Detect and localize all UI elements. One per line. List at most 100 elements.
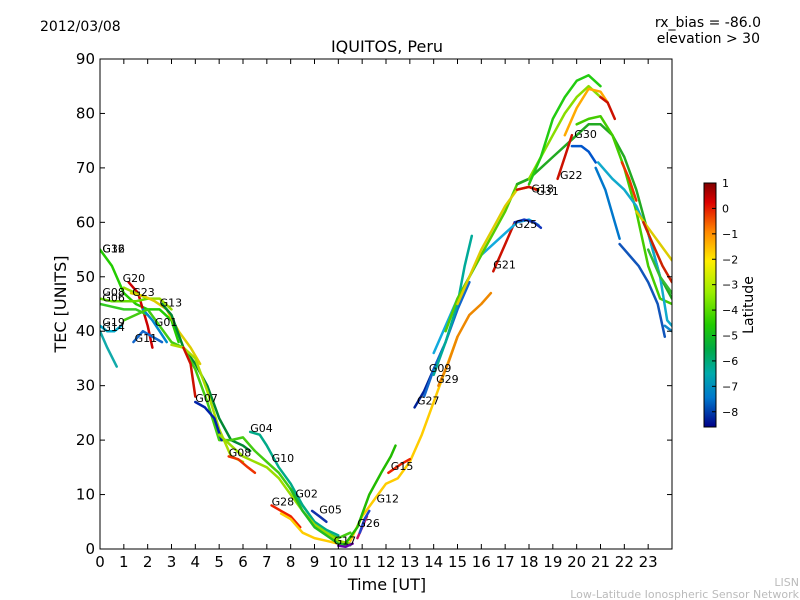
- series-G12b: [344, 444, 397, 545]
- x-tick-label: 13: [400, 553, 419, 571]
- series-G29: [437, 291, 493, 387]
- series-G07: [182, 346, 197, 398]
- colorbar-tick-label: −3: [722, 279, 738, 292]
- series-G30h: [594, 166, 621, 240]
- series-G15a: [122, 308, 352, 540]
- footer-network: Low-Latitude Ionospheric Sensor Network: [570, 588, 799, 600]
- x-tick-label: 7: [262, 553, 272, 571]
- series-G30d: [527, 74, 602, 186]
- x-tick-label: 16: [472, 553, 491, 571]
- x-tick-label: 11: [353, 553, 372, 571]
- series-G19: [100, 324, 123, 333]
- sat-label: G05: [319, 504, 342, 517]
- sat-label: G30: [574, 128, 597, 141]
- y-axis: 0 10 20 30 40 50 60 70 80 90: [76, 50, 672, 558]
- sat-label: G21: [493, 259, 516, 272]
- series-G25b: [513, 218, 543, 230]
- colorbar-tick-label: −6: [722, 355, 738, 368]
- series-G01: [141, 308, 168, 344]
- series-G14: [100, 329, 118, 368]
- series-G08b: [227, 455, 257, 475]
- x-tick-label: 17: [496, 553, 515, 571]
- colorbar-tick-label: −7: [722, 380, 738, 393]
- y-tick-label: 80: [76, 104, 95, 122]
- x-tick-label: 19: [543, 553, 562, 571]
- colorbar-label: Latitude: [741, 276, 757, 334]
- series-G31c: [618, 242, 667, 338]
- colorbar-tick-label: −2: [722, 253, 738, 266]
- x-tick-label: 3: [167, 553, 177, 571]
- colorbar-tick-label: −4: [722, 304, 738, 317]
- sat-label: G27: [417, 395, 440, 408]
- series-G17: [337, 542, 354, 549]
- sat-label: G26: [357, 517, 380, 530]
- colorbar-tick-label: 1: [722, 177, 729, 190]
- colorbar-tick-label: −8: [722, 406, 738, 419]
- sat-label: G04: [250, 422, 273, 435]
- series-G07b: [194, 400, 223, 442]
- x-tick-label: 20: [567, 553, 586, 571]
- series-G18: [515, 185, 538, 191]
- y-tick-label: 60: [76, 213, 95, 231]
- series-G08: [100, 297, 149, 303]
- sat-label: G07: [195, 392, 218, 405]
- colorbar: [703, 182, 717, 428]
- x-tick-label: 22: [615, 553, 634, 571]
- sat-label: G16: [102, 242, 125, 255]
- y-axis-label: TEC [UNITS]: [51, 256, 70, 354]
- x-tick-label: 23: [639, 553, 658, 571]
- x-tick-label: 21: [591, 553, 610, 571]
- sat-label: G18: [531, 182, 554, 195]
- sat-label: G10: [272, 452, 295, 465]
- sat-label: G32: [102, 242, 125, 255]
- sat-label: G12: [377, 493, 400, 506]
- y-tick-label: 90: [76, 50, 95, 68]
- series-G28b: [279, 512, 340, 545]
- x-tick-label: 14: [424, 553, 443, 571]
- series-G04: [248, 430, 340, 537]
- sat-label: G28: [272, 495, 295, 508]
- x-tick-label: 10: [329, 553, 348, 571]
- sat-label: G08: [102, 286, 125, 299]
- sat-label: G02: [295, 487, 318, 500]
- series-G13: [160, 302, 252, 453]
- x-axis: 0 1 2 3 4 5 6 7 8 9 10 11 12 13 14 15 16 17 18 19 20 21 22 23: [95, 59, 658, 571]
- series-G05: [310, 509, 328, 524]
- x-tick-label: 9: [310, 553, 320, 571]
- sat-label: G01: [155, 316, 178, 329]
- x-tick-label: 8: [286, 553, 296, 571]
- sat-label: G23: [132, 286, 155, 299]
- series-G25c: [444, 177, 531, 333]
- y-tick-label: 20: [76, 431, 95, 449]
- sat-label: G25: [515, 218, 538, 231]
- series-G30: [570, 144, 597, 164]
- colorbar-tick-label: −5: [722, 330, 738, 343]
- x-tick-label: 12: [376, 553, 395, 571]
- sat-label: G29: [436, 373, 459, 386]
- sat-label: G06: [102, 291, 125, 304]
- y-tick-label: 70: [76, 159, 95, 177]
- series-G21: [492, 221, 516, 273]
- sat-label: G09: [429, 362, 452, 375]
- x-tick-label: 5: [214, 553, 224, 571]
- sat-label: G15: [391, 460, 414, 473]
- sat-label: G14: [102, 321, 125, 334]
- colorbar-tick-label: −1: [722, 228, 738, 241]
- sat-label: G31: [536, 185, 559, 198]
- sat-label: G17: [334, 535, 357, 548]
- x-tick-label: 4: [191, 553, 201, 571]
- date-label: 2012/03/08: [40, 19, 121, 35]
- x-tick-label: 15: [448, 553, 467, 571]
- series-G30k: [646, 248, 672, 295]
- series-G30c: [563, 87, 609, 137]
- series-G22b: [620, 161, 638, 202]
- sat-label: G22: [560, 169, 583, 182]
- sat-label: G13: [160, 297, 183, 310]
- rx-bias-label: rx_bias = -86.0: [655, 15, 761, 31]
- series-G30i: [635, 210, 672, 262]
- series-G06: [100, 302, 149, 317]
- y-tick-label: 30: [76, 377, 95, 395]
- elevation-label: elevation > 30: [657, 31, 760, 47]
